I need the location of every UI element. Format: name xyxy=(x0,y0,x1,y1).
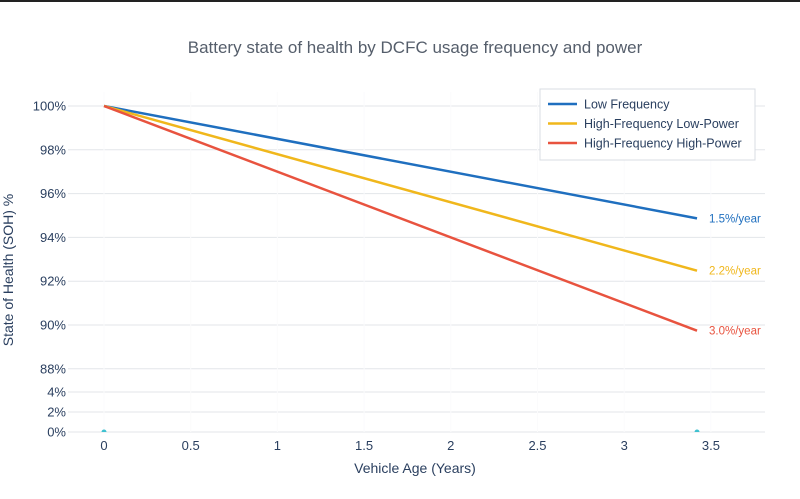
series-line xyxy=(103,104,698,272)
x-tick-label: 0.5 xyxy=(182,438,200,453)
series-lines xyxy=(103,104,698,332)
x-axis-title: Vehicle Age (Years) xyxy=(354,460,476,476)
series-annotation: 2.2%/year xyxy=(709,266,761,278)
y-tick-label: 2% xyxy=(47,405,66,420)
legend[interactable]: Low Frequency High-Frequency Low-Power Hig… xyxy=(539,88,756,161)
legend-item: Low Frequency xyxy=(584,98,670,112)
y-tick-label: 94% xyxy=(40,230,66,245)
x-tick-labels: 0 0.5 1 1.5 2 2.5 3 3.5 xyxy=(100,438,720,453)
legend-item: High-Frequency Low-Power xyxy=(584,117,739,131)
y-tick-label: 98% xyxy=(40,142,66,157)
y-tick-label: 100% xyxy=(33,99,67,114)
chart-title: Battery state of health by DCFC usage fr… xyxy=(188,38,643,57)
axis-markers xyxy=(101,429,700,432)
x-tick-label: 3.5 xyxy=(702,438,720,453)
y-axis-title: State of Health (SOH) % xyxy=(0,194,16,347)
x-tick-label: 0 xyxy=(100,438,107,453)
gridlines xyxy=(68,92,765,433)
y-tick-label: 96% xyxy=(40,186,66,201)
y-tick-labels: 100% 98% 96% 94% 92% 90% 88% 4% 2% 0% xyxy=(33,99,67,440)
series-annotations: 1.5%/year 2.2%/year 3.0%/year xyxy=(709,213,761,337)
series-line xyxy=(103,104,698,220)
y-tick-label: 4% xyxy=(47,385,66,400)
x-tick-label: 2.5 xyxy=(528,438,546,453)
y-tick-label: 90% xyxy=(40,318,66,333)
marker-point xyxy=(101,429,107,432)
series-annotation: 1.5%/year xyxy=(709,213,761,225)
marker-point xyxy=(694,429,700,432)
y-tick-label: 0% xyxy=(47,425,66,440)
series-line xyxy=(103,104,698,332)
x-tick-label: 2 xyxy=(447,438,454,453)
legend-item: High-Frequency High-Power xyxy=(584,137,742,151)
x-tick-label: 1 xyxy=(274,438,281,453)
x-tick-label: 1.5 xyxy=(355,438,373,453)
x-tick-label: 3 xyxy=(621,438,628,453)
y-tick-label: 92% xyxy=(40,274,66,289)
series-annotation: 3.0%/year xyxy=(709,326,761,338)
y-tick-label: 88% xyxy=(40,361,66,376)
